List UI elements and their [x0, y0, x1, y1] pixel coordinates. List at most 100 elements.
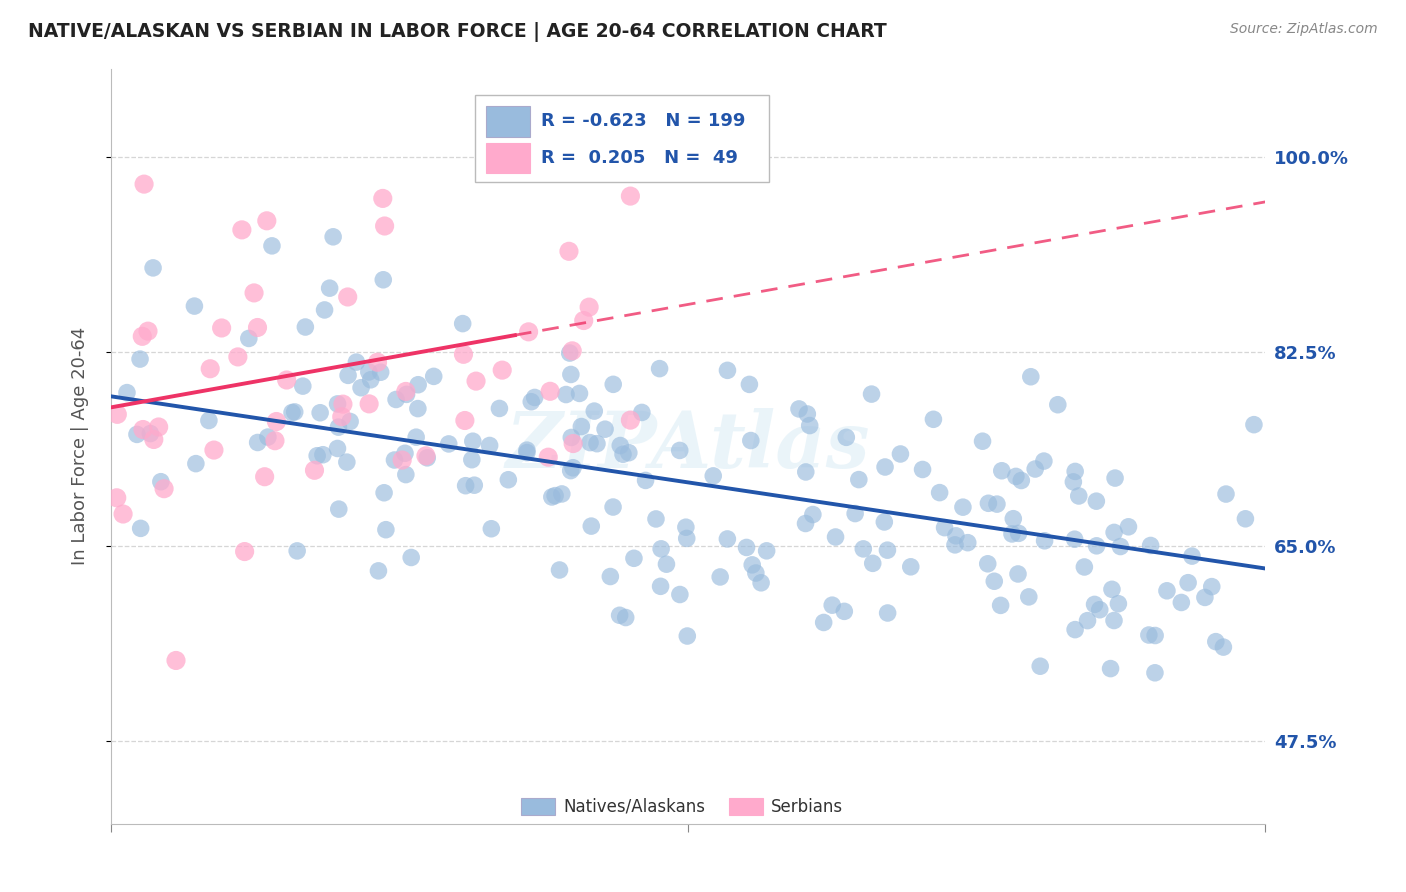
Point [562, 460, 585, 475]
Text: Serbians: Serbians [772, 797, 844, 815]
Point [231, 223, 253, 237]
Point [1177, 575, 1199, 590]
Point [619, 413, 641, 427]
Point [332, 397, 354, 411]
Point [1073, 560, 1095, 574]
Point [350, 381, 373, 395]
Point [1019, 369, 1042, 384]
Point [336, 290, 359, 304]
Point [650, 579, 672, 593]
Point [1102, 614, 1125, 628]
Point [873, 460, 896, 475]
Point [1010, 474, 1032, 488]
Point [136, 324, 159, 338]
Point [945, 529, 967, 543]
Point [517, 325, 540, 339]
Point [1083, 598, 1105, 612]
Point [1088, 603, 1111, 617]
Point [583, 404, 606, 418]
Point [558, 346, 581, 360]
Point [848, 473, 870, 487]
Text: ZIPAtlas: ZIPAtlas [506, 408, 870, 484]
Point [1001, 527, 1024, 541]
Point [406, 401, 429, 416]
Point [900, 559, 922, 574]
Point [344, 355, 367, 369]
Point [578, 300, 600, 314]
Point [602, 500, 624, 514]
Point [488, 401, 510, 416]
Point [655, 557, 678, 571]
Point [105, 408, 128, 422]
Point [551, 487, 574, 501]
Point [738, 377, 761, 392]
Point [266, 415, 288, 429]
Point [385, 392, 408, 407]
Point [1002, 512, 1025, 526]
FancyBboxPatch shape [474, 95, 769, 182]
Point [676, 629, 699, 643]
Point [787, 401, 810, 416]
Text: R = -0.623   N = 199: R = -0.623 N = 199 [541, 112, 745, 130]
Point [307, 449, 329, 463]
Point [794, 516, 817, 531]
Point [238, 331, 260, 345]
Point [572, 313, 595, 327]
Point [860, 387, 883, 401]
Point [132, 177, 155, 191]
Point [1076, 614, 1098, 628]
Point [844, 507, 866, 521]
Point [609, 438, 631, 452]
Point [1181, 549, 1204, 563]
Point [617, 446, 640, 460]
Point [799, 418, 821, 433]
Point [1156, 583, 1178, 598]
Point [465, 374, 488, 388]
Point [813, 615, 835, 630]
Point [1101, 582, 1123, 597]
Point [309, 406, 332, 420]
Point [873, 515, 896, 529]
Point [129, 521, 152, 535]
Point [1046, 398, 1069, 412]
Point [862, 557, 884, 571]
Y-axis label: In Labor Force | Age 20-64: In Labor Force | Age 20-64 [72, 327, 89, 566]
FancyBboxPatch shape [728, 798, 763, 815]
Point [568, 386, 591, 401]
Point [1107, 597, 1129, 611]
Point [1215, 487, 1237, 501]
Point [328, 502, 350, 516]
Point [142, 433, 165, 447]
Point [105, 491, 128, 505]
Point [579, 435, 602, 450]
Point [928, 485, 950, 500]
Point [1104, 471, 1126, 485]
Point [328, 420, 350, 434]
Point [668, 443, 690, 458]
Point [405, 430, 427, 444]
Point [516, 445, 538, 459]
Point [1099, 662, 1122, 676]
Point [148, 420, 170, 434]
Point [233, 544, 256, 558]
Point [416, 450, 439, 465]
Point [149, 475, 172, 489]
Point [560, 430, 582, 444]
Point [132, 423, 155, 437]
Point [314, 302, 336, 317]
Point [1024, 462, 1046, 476]
Point [702, 468, 724, 483]
Point [461, 452, 484, 467]
Point [318, 281, 340, 295]
Point [1007, 566, 1029, 581]
Point [257, 430, 280, 444]
Point [357, 365, 380, 379]
Point [304, 463, 326, 477]
Point [593, 422, 616, 436]
Point [735, 541, 758, 555]
Point [835, 430, 858, 444]
Point [1139, 539, 1161, 553]
Point [359, 397, 381, 411]
Point [911, 462, 934, 476]
Point [142, 260, 165, 275]
